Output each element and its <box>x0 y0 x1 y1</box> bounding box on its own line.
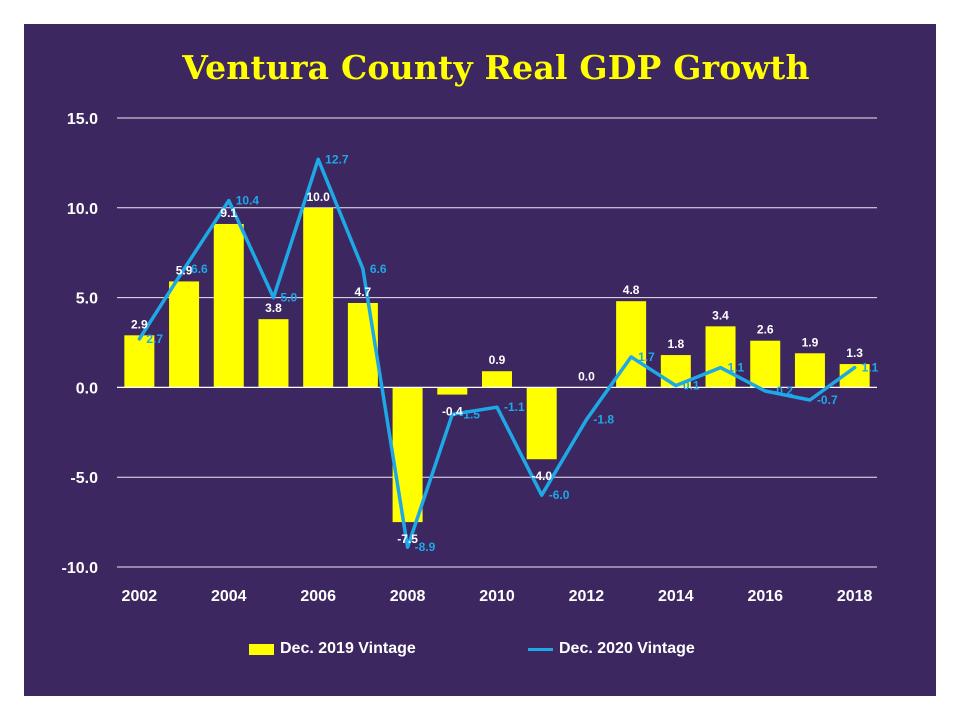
bar-label-2015: 3.4 <box>712 308 729 322</box>
bar-label-2016: 2.6 <box>757 323 774 337</box>
bar-label-2010: 0.9 <box>489 353 506 367</box>
legend-swatch-bar <box>249 643 274 655</box>
bar-label-2014: 1.8 <box>667 337 684 351</box>
line-point-2012 <box>584 418 588 422</box>
bar-2004 <box>213 223 244 388</box>
line-point-2018 <box>853 366 857 370</box>
bar-2006 <box>303 207 334 388</box>
line-series <box>137 157 857 549</box>
line-point-2004 <box>227 199 231 203</box>
bar-label-2002: 2.9 <box>131 317 148 331</box>
bar-label-2003: 5.9 <box>176 263 193 277</box>
bar-label-2017: 1.9 <box>802 335 819 349</box>
line-label-2014: 0.1 <box>683 379 700 393</box>
bar-label-2006: 10.0 <box>306 190 330 204</box>
grid-lines <box>117 117 877 568</box>
line-label-2017: -0.7 <box>817 393 838 407</box>
line-label-2004: 10.4 <box>236 194 260 208</box>
line-point-2006 <box>316 157 320 161</box>
bar-2017 <box>794 353 825 388</box>
bar-2003 <box>169 281 200 388</box>
line-label-2010: -1.1 <box>504 400 525 414</box>
line-point-2010 <box>495 405 499 409</box>
line-point-2017 <box>808 398 812 402</box>
y-tick-label: -5.0 <box>70 470 98 487</box>
legend-item-bar: Dec. 2019 Vintage <box>249 637 416 661</box>
bar-label-2013: 4.8 <box>623 283 640 297</box>
legend-label-bar: Dec. 2019 Vintage <box>280 640 416 657</box>
bar-label-2005: 3.8 <box>265 301 282 315</box>
line-label-2005: 5.0 <box>280 291 297 305</box>
bar-label-2004: 9.1 <box>220 206 237 220</box>
line-label-2016: -0.2 <box>772 384 793 398</box>
x-tick-label-2018: 2018 <box>837 588 873 605</box>
bar-label-2007: 4.7 <box>355 285 372 299</box>
line-label-2015: 1.1 <box>728 361 745 375</box>
bar-2018 <box>839 364 870 388</box>
bar-2015 <box>705 326 736 388</box>
legend-label-line: Dec. 2020 Vintage <box>559 640 695 657</box>
x-tick-label-2016: 2016 <box>747 588 783 605</box>
line-label-2008: -8.9 <box>415 540 436 554</box>
line-point-2002 <box>137 337 141 341</box>
bar-label-2009: -0.4 <box>442 405 463 419</box>
x-tick-label-2002: 2002 <box>122 588 158 605</box>
line-data-labels: 2.7 6.6 10.4 5.0 12.7 6.6 -8.9 -1.5 -1.1 -6.0 -1.8… <box>146 152 878 554</box>
line-label-2018: 1.1 <box>862 361 879 375</box>
x-tick-label-2010: 2010 <box>479 588 515 605</box>
y-tick-label: 0.0 <box>76 380 98 397</box>
bar-2002 <box>124 335 155 388</box>
y-axis-ticks: -10.0 -5.0 0.0 5.0 10.0 15.0 <box>62 111 99 577</box>
legend-swatch-line <box>528 647 553 651</box>
bar-data-labels: 2.9 5.9 9.1 3.8 10.0 4.7 -7.5 -0.4 0.9 -4.0 0.0 4.8… <box>131 190 863 546</box>
line-point-2005 <box>271 296 275 300</box>
line-point-2014 <box>674 384 678 388</box>
bar-label-2008: -7.5 <box>397 532 418 546</box>
legend: Dec. 2019 Vintage Dec. 2020 Vintage <box>0 637 960 661</box>
line-label-2003: 6.6 <box>191 262 208 276</box>
y-tick-label: 10.0 <box>67 201 98 218</box>
y-tick-label: 5.0 <box>76 291 98 308</box>
x-tick-label-2014: 2014 <box>658 588 694 605</box>
legend-item-line: Dec. 2020 Vintage <box>528 637 695 661</box>
bar-label-2011: -4.0 <box>531 469 552 483</box>
line-point-2011 <box>540 493 544 497</box>
chart-title: Ventura County Real GDP Growth <box>182 48 810 87</box>
x-axis-ticks: 2002 2004 2006 2008 2010 2012 2014 2016 2018 <box>122 588 873 605</box>
line-label-2012: -1.8 <box>593 413 614 427</box>
line-label-2013: 1.7 <box>638 350 655 364</box>
bar-2010 <box>482 371 512 388</box>
y-tick-label: 15.0 <box>67 111 98 128</box>
line-point-2008 <box>406 545 410 549</box>
x-tick-label-2008: 2008 <box>390 588 426 605</box>
line-point-2015 <box>719 366 723 370</box>
line-label-2011: -6.0 <box>549 488 570 502</box>
line-point-2007 <box>361 267 365 271</box>
line-point-2016 <box>763 389 767 393</box>
line-label-2006: 12.7 <box>325 152 349 166</box>
x-tick-label-2006: 2006 <box>300 588 336 605</box>
bar-2011 <box>526 387 557 460</box>
x-tick-label-2012: 2012 <box>569 588 605 605</box>
line-label-2002: 2.7 <box>146 332 163 346</box>
line-label-2007: 6.6 <box>370 262 387 276</box>
y-tick-label: -10.0 <box>62 560 99 577</box>
bar-2008 <box>392 387 423 523</box>
bar-2007 <box>347 302 378 388</box>
bar-label-2018: 1.3 <box>846 346 863 360</box>
x-tick-label-2004: 2004 <box>211 588 247 605</box>
line-point-2013 <box>629 355 633 359</box>
line-point-2003 <box>182 267 186 271</box>
bar-label-2012: 0.0 <box>578 369 595 383</box>
bar-2009 <box>437 387 468 395</box>
bar-2016 <box>750 340 781 388</box>
bar-2005 <box>258 319 289 388</box>
line-label-2009: -1.5 <box>459 407 480 421</box>
line-point-2009 <box>450 412 454 416</box>
bar-series <box>124 207 870 523</box>
